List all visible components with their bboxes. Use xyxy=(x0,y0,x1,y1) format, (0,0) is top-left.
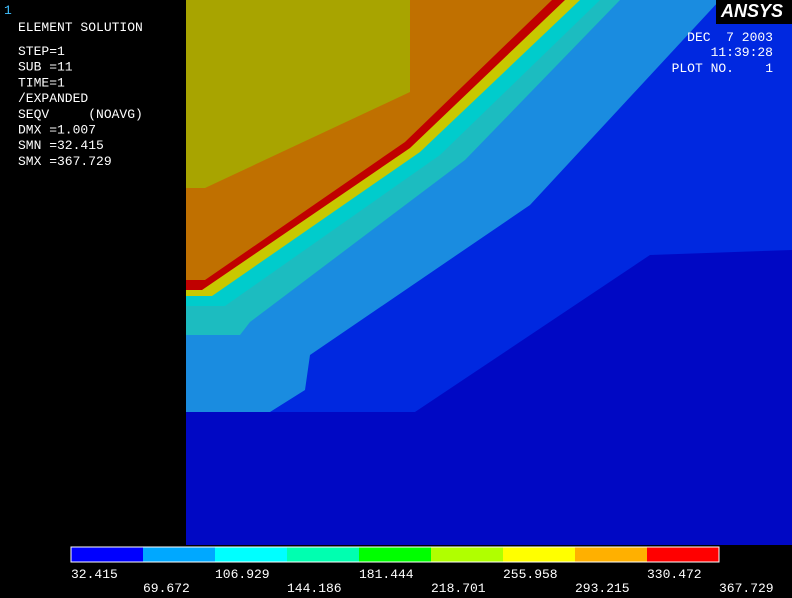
region-yellow xyxy=(186,0,410,188)
info-line: STEP=1 xyxy=(18,44,65,59)
legend-label: 330.472 xyxy=(647,567,702,582)
legend-label: 144.186 xyxy=(287,581,342,596)
legend-label: 293.215 xyxy=(575,581,630,596)
info-line: SUB =11 xyxy=(18,60,73,75)
legend-swatch xyxy=(143,547,215,562)
info-line: SMX =367.729 xyxy=(18,154,112,169)
legend-label: 181.444 xyxy=(359,567,414,582)
window-number: 1 xyxy=(4,3,12,18)
legend-swatch xyxy=(575,547,647,562)
info-line: SMN =32.415 xyxy=(18,138,104,153)
legend-label: 218.701 xyxy=(431,581,486,596)
info-title: ELEMENT SOLUTION xyxy=(18,20,143,35)
legend-swatch xyxy=(287,547,359,562)
legend-label: 367.729 xyxy=(719,581,774,596)
legend-swatch xyxy=(647,547,719,562)
info-panel xyxy=(0,0,186,598)
info-line: SEQV (NOAVG) xyxy=(18,107,143,122)
plot-number: PLOT NO. 1 xyxy=(672,61,774,76)
legend-label: 255.958 xyxy=(503,567,558,582)
legend-swatch xyxy=(215,547,287,562)
time: 11:39:28 xyxy=(711,45,773,60)
legend-swatch xyxy=(431,547,503,562)
date: DEC 7 2003 xyxy=(687,30,773,45)
info-line: TIME=1 xyxy=(18,75,65,90)
logo-box xyxy=(716,0,792,24)
legend-label: 106.929 xyxy=(215,567,270,582)
legend-frame xyxy=(70,546,720,563)
legend-swatch xyxy=(503,547,575,562)
logo: ANSYS xyxy=(720,1,783,21)
info-line: /EXPANDED xyxy=(18,91,88,106)
legend-swatch xyxy=(359,547,431,562)
legend-swatch xyxy=(71,547,143,562)
info-line: DMX =1.007 xyxy=(18,123,96,138)
legend-label: 32.415 xyxy=(71,567,118,582)
contour-plot xyxy=(186,0,792,545)
legend-label: 69.672 xyxy=(143,581,190,596)
